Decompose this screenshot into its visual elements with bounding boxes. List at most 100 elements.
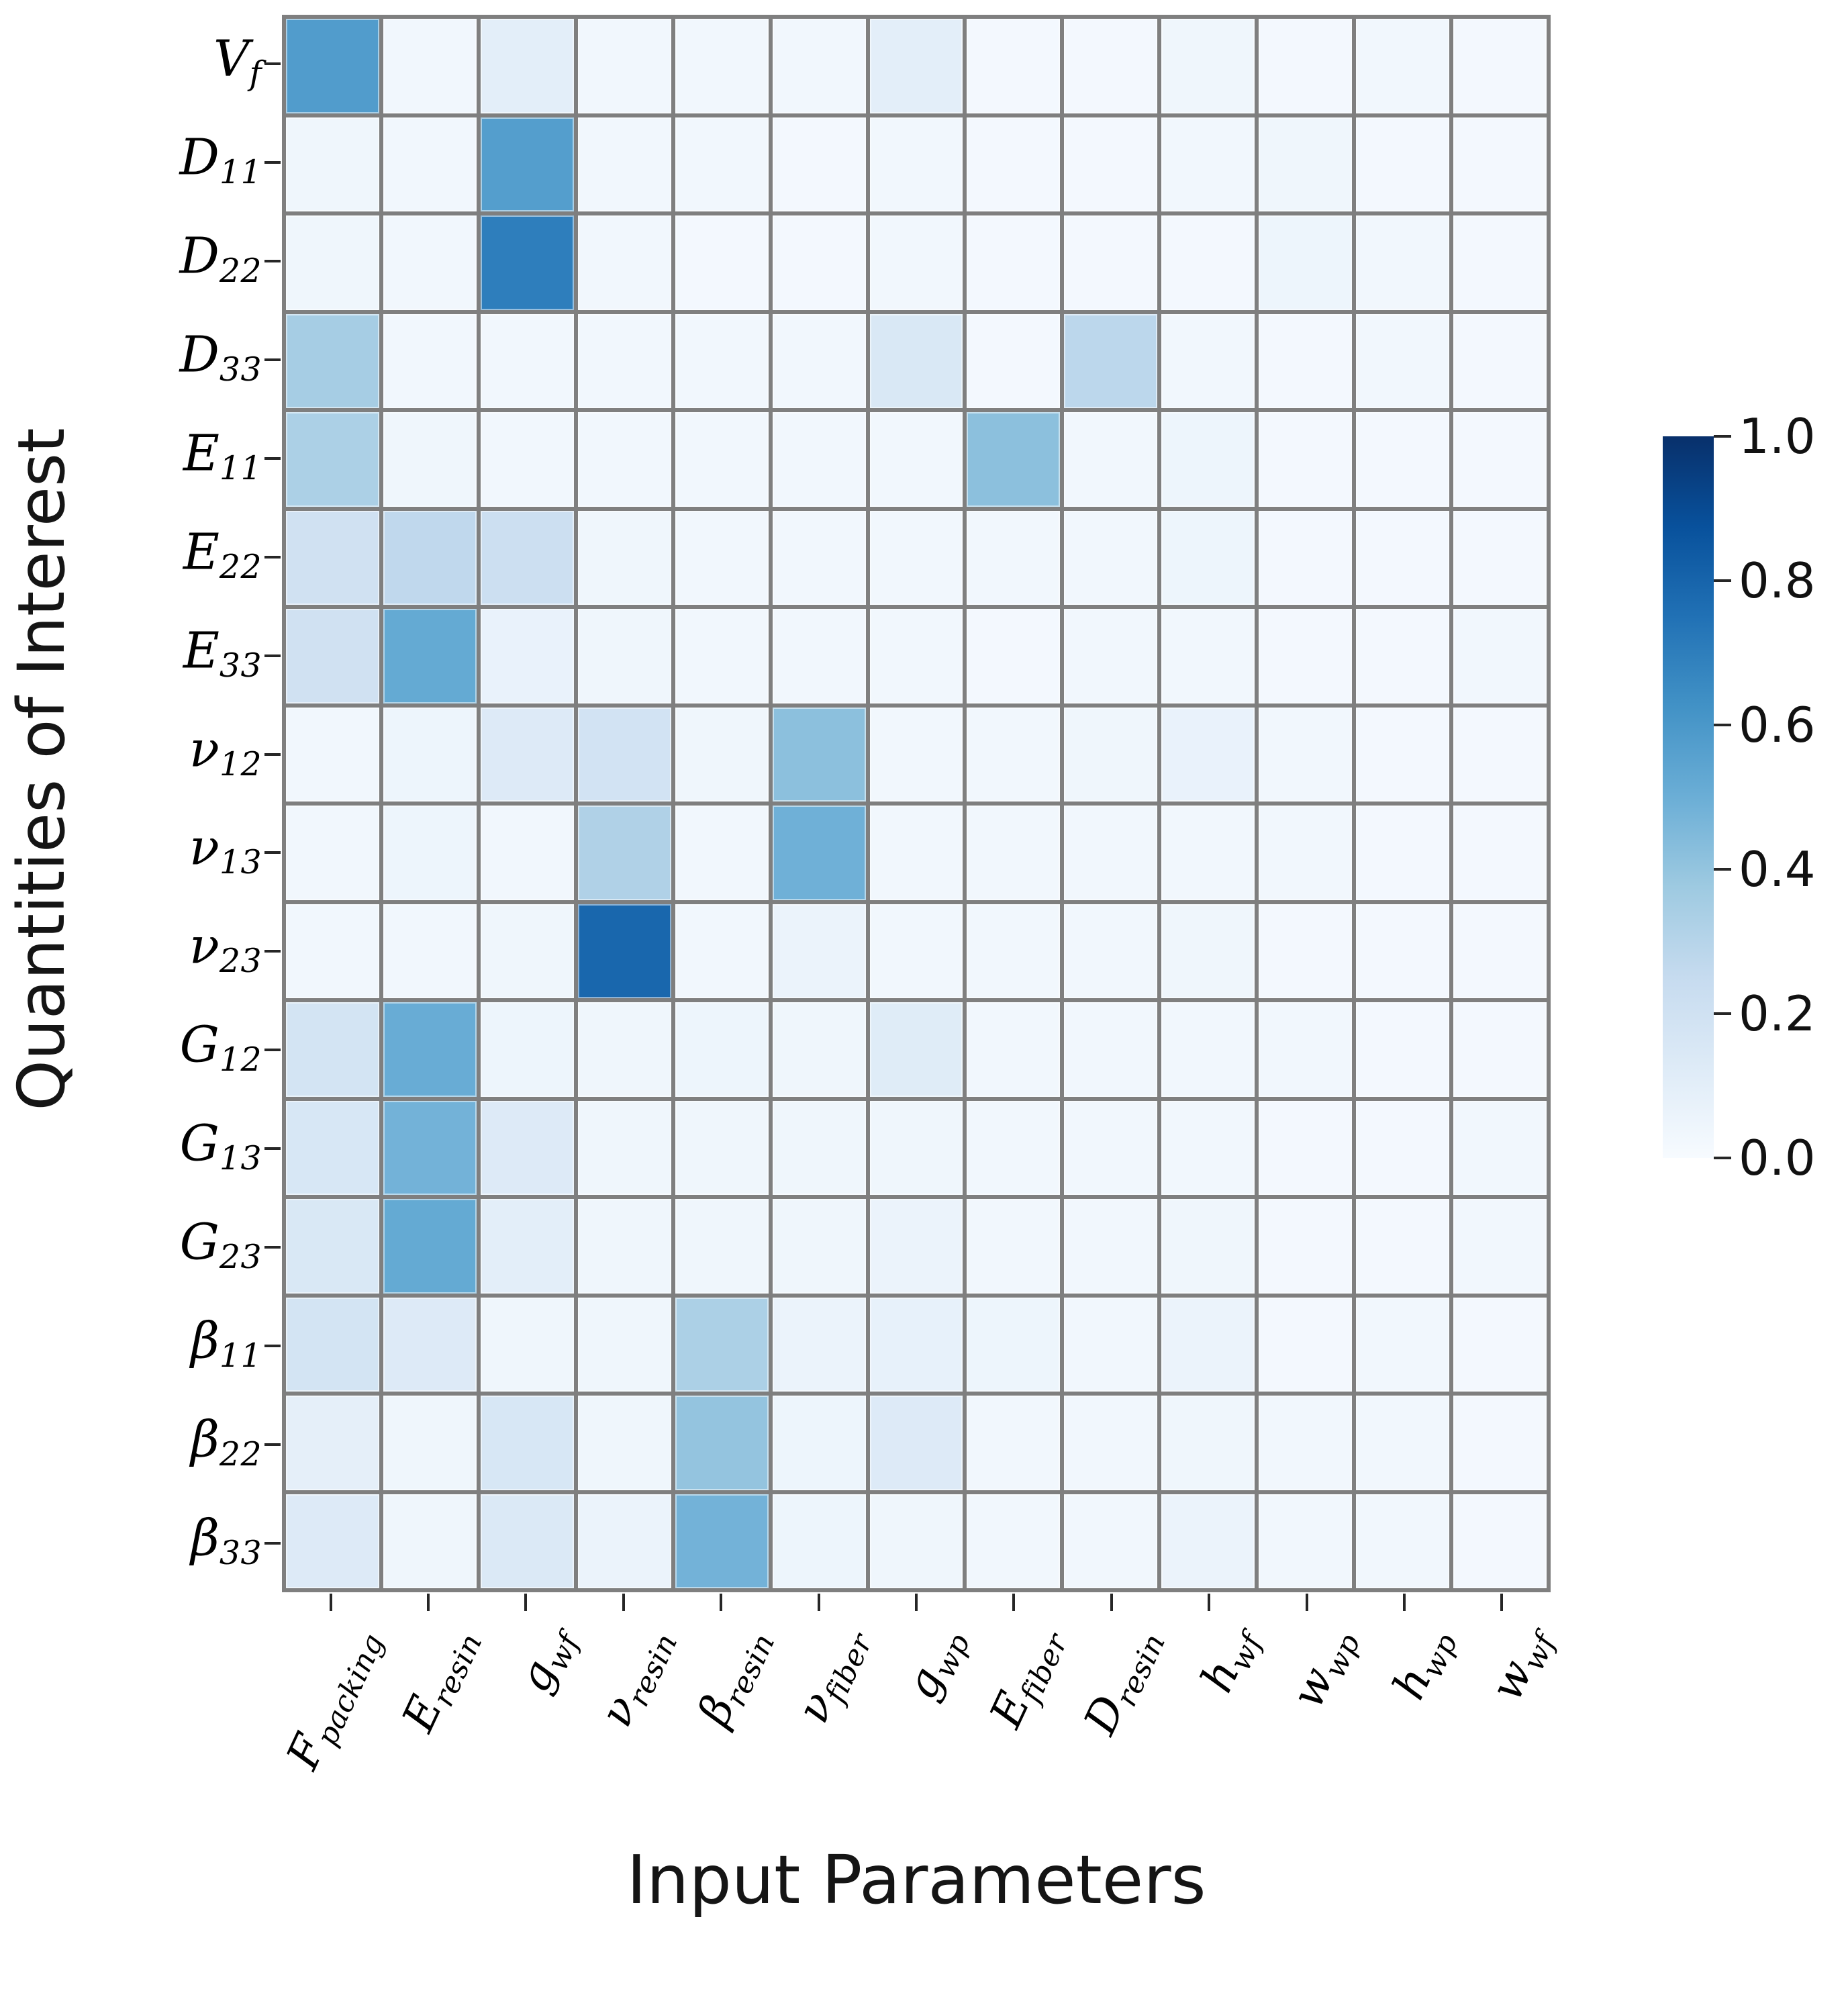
heatmap-cell <box>967 19 1061 113</box>
heatmap-cell <box>480 510 574 605</box>
heatmap-cell <box>1453 1494 1547 1588</box>
heatmap-cell <box>967 707 1061 802</box>
heatmap-cell <box>967 215 1061 310</box>
heatmap-cell <box>675 313 769 408</box>
heatmap-cell <box>1356 313 1450 408</box>
x-axis-tick <box>1500 1594 1504 1611</box>
heatmap-cell <box>1453 412 1547 507</box>
heatmap-cell <box>1161 117 1255 211</box>
heatmap-cell <box>1064 1100 1158 1195</box>
heatmap-cell <box>967 609 1061 703</box>
heatmap-cell <box>1453 313 1547 408</box>
heatmap-cell <box>383 1494 477 1588</box>
heatmap-cell <box>675 1396 769 1490</box>
heatmap-cell <box>480 313 574 408</box>
y-tick-label: G23 <box>179 1213 262 1277</box>
y-tick-label: G13 <box>179 1114 262 1178</box>
heatmap-cell <box>286 1494 379 1588</box>
heatmap-cell <box>480 609 574 703</box>
heatmap-cell <box>1259 1297 1353 1392</box>
heatmap-cell <box>480 806 574 900</box>
heatmap-cell <box>480 1297 574 1392</box>
heatmap-cell <box>772 215 866 310</box>
y-axis-tick <box>264 1344 281 1347</box>
heatmap-cell <box>286 1297 379 1392</box>
heatmap-cell <box>1356 117 1450 211</box>
heatmap-cell <box>1453 806 1547 900</box>
heatmap-cell <box>383 510 477 605</box>
heatmap-cell <box>967 1297 1061 1392</box>
heatmap-cell <box>577 1494 671 1588</box>
heatmap-cell <box>383 609 477 703</box>
y-tick-label: D11 <box>179 128 262 192</box>
colorbar-tick <box>1714 1012 1731 1015</box>
heatmap-cell <box>1161 1297 1255 1392</box>
heatmap-cell <box>967 1199 1061 1294</box>
y-axis-tick <box>264 851 281 855</box>
y-tick-label: Vf <box>213 30 262 93</box>
heatmap-cell <box>675 215 769 310</box>
y-tick-label: D22 <box>179 227 262 291</box>
heatmap-cell <box>577 1396 671 1490</box>
x-tick-label: wwf <box>1479 1629 1563 1708</box>
heatmap-cell <box>577 806 671 900</box>
heatmap-cell <box>1356 1002 1450 1097</box>
heatmap-grid <box>282 15 1551 1592</box>
heatmap-cell <box>772 510 866 605</box>
x-axis-tick <box>427 1594 430 1611</box>
x-axis-tick <box>720 1594 723 1611</box>
x-tick-label: βresin <box>687 1629 782 1733</box>
heatmap-cell <box>1161 806 1255 900</box>
heatmap-cell <box>675 1100 769 1195</box>
heatmap-cell <box>869 1002 963 1097</box>
colorbar-tick-label: 0.8 <box>1739 552 1816 609</box>
x-tick-label: Eresin <box>391 1629 489 1739</box>
heatmap-cell <box>869 1494 963 1588</box>
heatmap-cell <box>1356 1396 1450 1490</box>
heatmap-cell <box>1453 1100 1547 1195</box>
heatmap-cell <box>286 1199 379 1294</box>
heatmap-cell <box>1356 1297 1450 1392</box>
heatmap-cell <box>1259 1100 1353 1195</box>
heatmap-cell <box>1453 1002 1547 1097</box>
heatmap-cell <box>869 1100 963 1195</box>
heatmap-cell <box>577 510 671 605</box>
heatmap-cell <box>1161 19 1255 113</box>
heatmap-cell <box>1064 707 1158 802</box>
heatmap-cell <box>967 1002 1061 1097</box>
heatmap-cell <box>480 1199 574 1294</box>
heatmap-cell <box>1064 412 1158 507</box>
heatmap-cell <box>286 412 379 507</box>
colorbar-tick <box>1714 868 1731 871</box>
heatmap-cell <box>383 1002 477 1097</box>
colorbar-tick-label: 0.6 <box>1739 697 1816 753</box>
heatmap-cell <box>383 1297 477 1392</box>
heatmap-cell <box>772 806 866 900</box>
heatmap-cell <box>1453 904 1547 998</box>
heatmap-cell <box>675 412 769 507</box>
x-tick-label: νresin <box>589 1629 685 1735</box>
colorbar-tick <box>1714 724 1731 726</box>
colorbar-tick-label: 0.2 <box>1739 985 1816 1042</box>
heatmap-cell <box>675 609 769 703</box>
y-tick-label: E11 <box>183 424 262 488</box>
heatmap-cell <box>1064 510 1158 605</box>
x-axis-tick <box>915 1594 918 1611</box>
heatmap-cell <box>1161 1100 1255 1195</box>
heatmap-cell <box>577 707 671 802</box>
heatmap-cell <box>1356 806 1450 900</box>
x-tick-label: hwf <box>1191 1629 1270 1700</box>
heatmap-cell <box>1064 806 1158 900</box>
heatmap-cell <box>1259 19 1353 113</box>
heatmap-cell <box>1259 1494 1353 1588</box>
heatmap-cell <box>1259 117 1353 211</box>
heatmap-cell <box>1161 1002 1255 1097</box>
heatmap-cell <box>675 1297 769 1392</box>
heatmap-cell <box>675 117 769 211</box>
heatmap-cell <box>1356 1199 1450 1294</box>
heatmap-cell <box>772 1002 866 1097</box>
heatmap-cell <box>1259 412 1353 507</box>
heatmap-cell <box>1064 904 1158 998</box>
heatmap-cell <box>772 1199 866 1294</box>
heatmap-cell <box>286 510 379 605</box>
